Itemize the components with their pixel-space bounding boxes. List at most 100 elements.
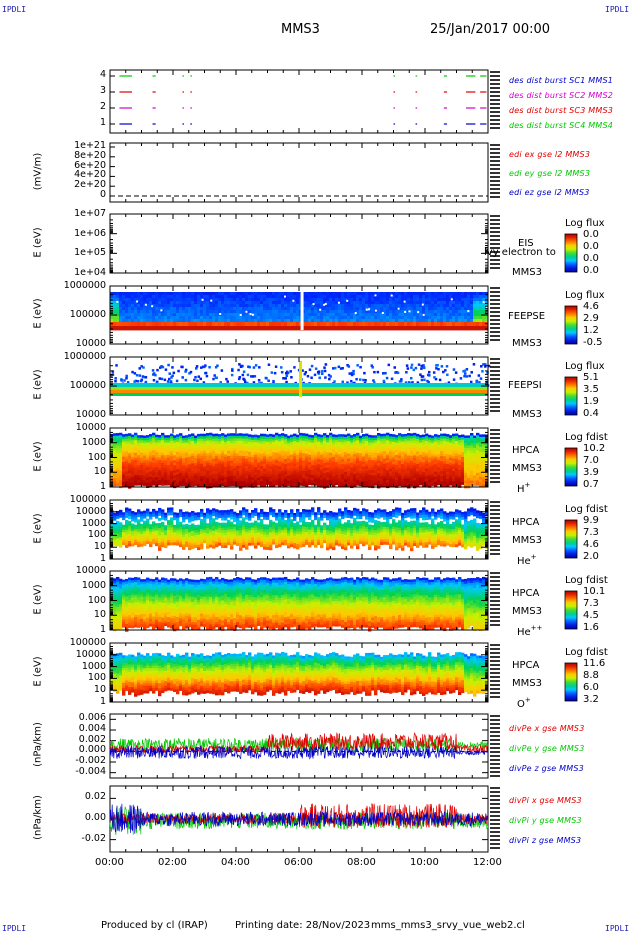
feepsi-pixel: [328, 377, 331, 381]
feepsi-pixel: [404, 381, 408, 384]
feepsi-colorbar: [564, 376, 578, 416]
feepsi-pixel: [464, 372, 467, 375]
edi-ytick: 2e+20: [74, 179, 106, 191]
eis-overlay-text: lvy electron to: [484, 247, 556, 258]
feepsi-pixel: [371, 366, 374, 369]
feepse-gap: [319, 308, 322, 311]
hpca_hepp-colorbar: [564, 590, 578, 630]
hpca_he-colorbar-tick: 9.9: [583, 515, 599, 526]
feepsi-pixel: [469, 380, 473, 384]
feepse-ytick: 10000: [75, 338, 106, 349]
eis-colorbar-tick: 0.0: [583, 229, 599, 240]
corner-label-top-left: IPDLI: [2, 5, 27, 14]
feepsi-pixel: [329, 375, 332, 378]
feepsi-pixel: [316, 370, 320, 374]
hpca_hepp-ylabel: E (eV): [32, 583, 44, 615]
feepsi-pixel: [197, 375, 201, 378]
feepsi-pixel: [139, 379, 143, 383]
feepsi-pixel: [203, 365, 206, 369]
feepsi-pixel: [303, 372, 307, 376]
feepse-ytick: 1000000: [63, 280, 106, 291]
feepsi-pixel: [171, 366, 174, 369]
hpca_h-instrument-label: HPCA: [512, 445, 540, 456]
feepse-gap: [245, 310, 248, 313]
hpca_o-charge-label: +: [524, 696, 531, 704]
feepsi-pixel: [115, 364, 118, 367]
feepsi-pixel: [140, 378, 144, 381]
feepsi-pixel: [208, 365, 211, 369]
hpca_he-ytick: 10: [93, 541, 106, 553]
edi-legend-entry: edi ez gse l2 MMS3: [509, 188, 590, 197]
feepsi-pixel: [254, 364, 258, 367]
feepsi-pixel: [337, 365, 341, 369]
feepse-gap: [151, 305, 154, 308]
feepsi-pixel: [324, 376, 327, 379]
feepse-gap: [367, 308, 370, 311]
hpca_he-ylabel: E (eV): [32, 512, 44, 544]
hpca_hepp-colorbar-tick: 4.5: [583, 610, 599, 621]
hpca_o-species-label: O+: [517, 696, 531, 710]
feepsi-pixel: [437, 368, 440, 371]
feepse-colorbar-tick: 4.6: [583, 301, 599, 312]
feepsi-pixel: [257, 379, 261, 382]
hpca_o-ytick: 100: [87, 672, 106, 684]
feepse-gap: [417, 311, 420, 314]
feepsi-pixel: [346, 381, 349, 384]
feepsi-pixel: [304, 371, 308, 374]
feepsi-pixel: [144, 376, 148, 379]
hpca_h-ytick: 1000: [81, 436, 106, 448]
feepsi-pixel: [231, 369, 234, 372]
feepse-gap: [346, 299, 349, 302]
feepsi-pixel: [170, 376, 173, 379]
feepsi-pixel: [126, 380, 130, 384]
feepsi-pixel: [334, 366, 337, 370]
date-title: 25/Jan/2017 00:00: [430, 22, 551, 37]
feepsi-pixel: [414, 366, 418, 370]
feepsi-pixel: [423, 378, 426, 382]
feepsi-pixel: [382, 381, 386, 384]
feepse-gap: [283, 295, 286, 298]
feepsi-pixel: [237, 377, 241, 381]
feepsi-pixel: [199, 377, 202, 381]
feepsi-pixel: [333, 380, 336, 383]
feepse-gap: [467, 310, 470, 313]
feepsi-pixel: [184, 368, 188, 372]
feepsi-pixel: [260, 381, 263, 385]
feepsi-pixel: [131, 370, 134, 374]
feepse-gap: [421, 303, 424, 306]
hpca_hepp-ytick: 1000: [81, 579, 106, 591]
feepsi-pixel: [123, 379, 126, 382]
hpca_he-ytick: 10000: [75, 505, 106, 517]
feepsi-pixel: [230, 373, 234, 377]
feepsi-pixel: [440, 365, 444, 368]
feepsi-pixel: [385, 376, 389, 380]
divpe-series-z: [109, 745, 489, 760]
feepsi-pixel: [382, 379, 386, 383]
hpca_hepp-ytick: 10000: [75, 565, 106, 576]
divpe-series-x: [109, 732, 489, 754]
feepsi-pixel: [184, 378, 188, 382]
feepsi-pixel: [481, 370, 484, 373]
feepsi-pixel: [272, 379, 275, 383]
hpca_he-spectrogram: [110, 507, 489, 552]
feepsi-pixel: [151, 369, 155, 372]
feepsi-pixel: [405, 364, 409, 367]
feepsi-pixel: [387, 363, 391, 367]
feepse-gap: [144, 303, 147, 306]
feepse-gap: [116, 300, 119, 303]
feepsi-pixel: [317, 372, 321, 375]
feepsi-pixel: [156, 368, 159, 372]
feepse-instrument-label: FEEPSE: [508, 311, 546, 322]
divpe-ytick: 0.000: [78, 744, 106, 756]
feepsi-pixel: [280, 371, 284, 374]
feepsi-pixel: [160, 365, 163, 368]
hpca_o-ytick: 1000: [81, 660, 106, 672]
feepsi-pixel: [285, 374, 289, 378]
feepse-ylabel: E (eV): [32, 298, 44, 329]
feepsi-pixel: [140, 365, 143, 368]
feepse-colorbar-tick: 1.2: [583, 325, 599, 336]
hpca_hepp-ytick: 1: [99, 624, 106, 635]
hpca_o-colorbar-tick: 6.0: [583, 682, 599, 693]
footer-printing-date: Printing date: 28/Nov/2023: [235, 920, 371, 931]
feepsi-pixel: [465, 375, 469, 378]
